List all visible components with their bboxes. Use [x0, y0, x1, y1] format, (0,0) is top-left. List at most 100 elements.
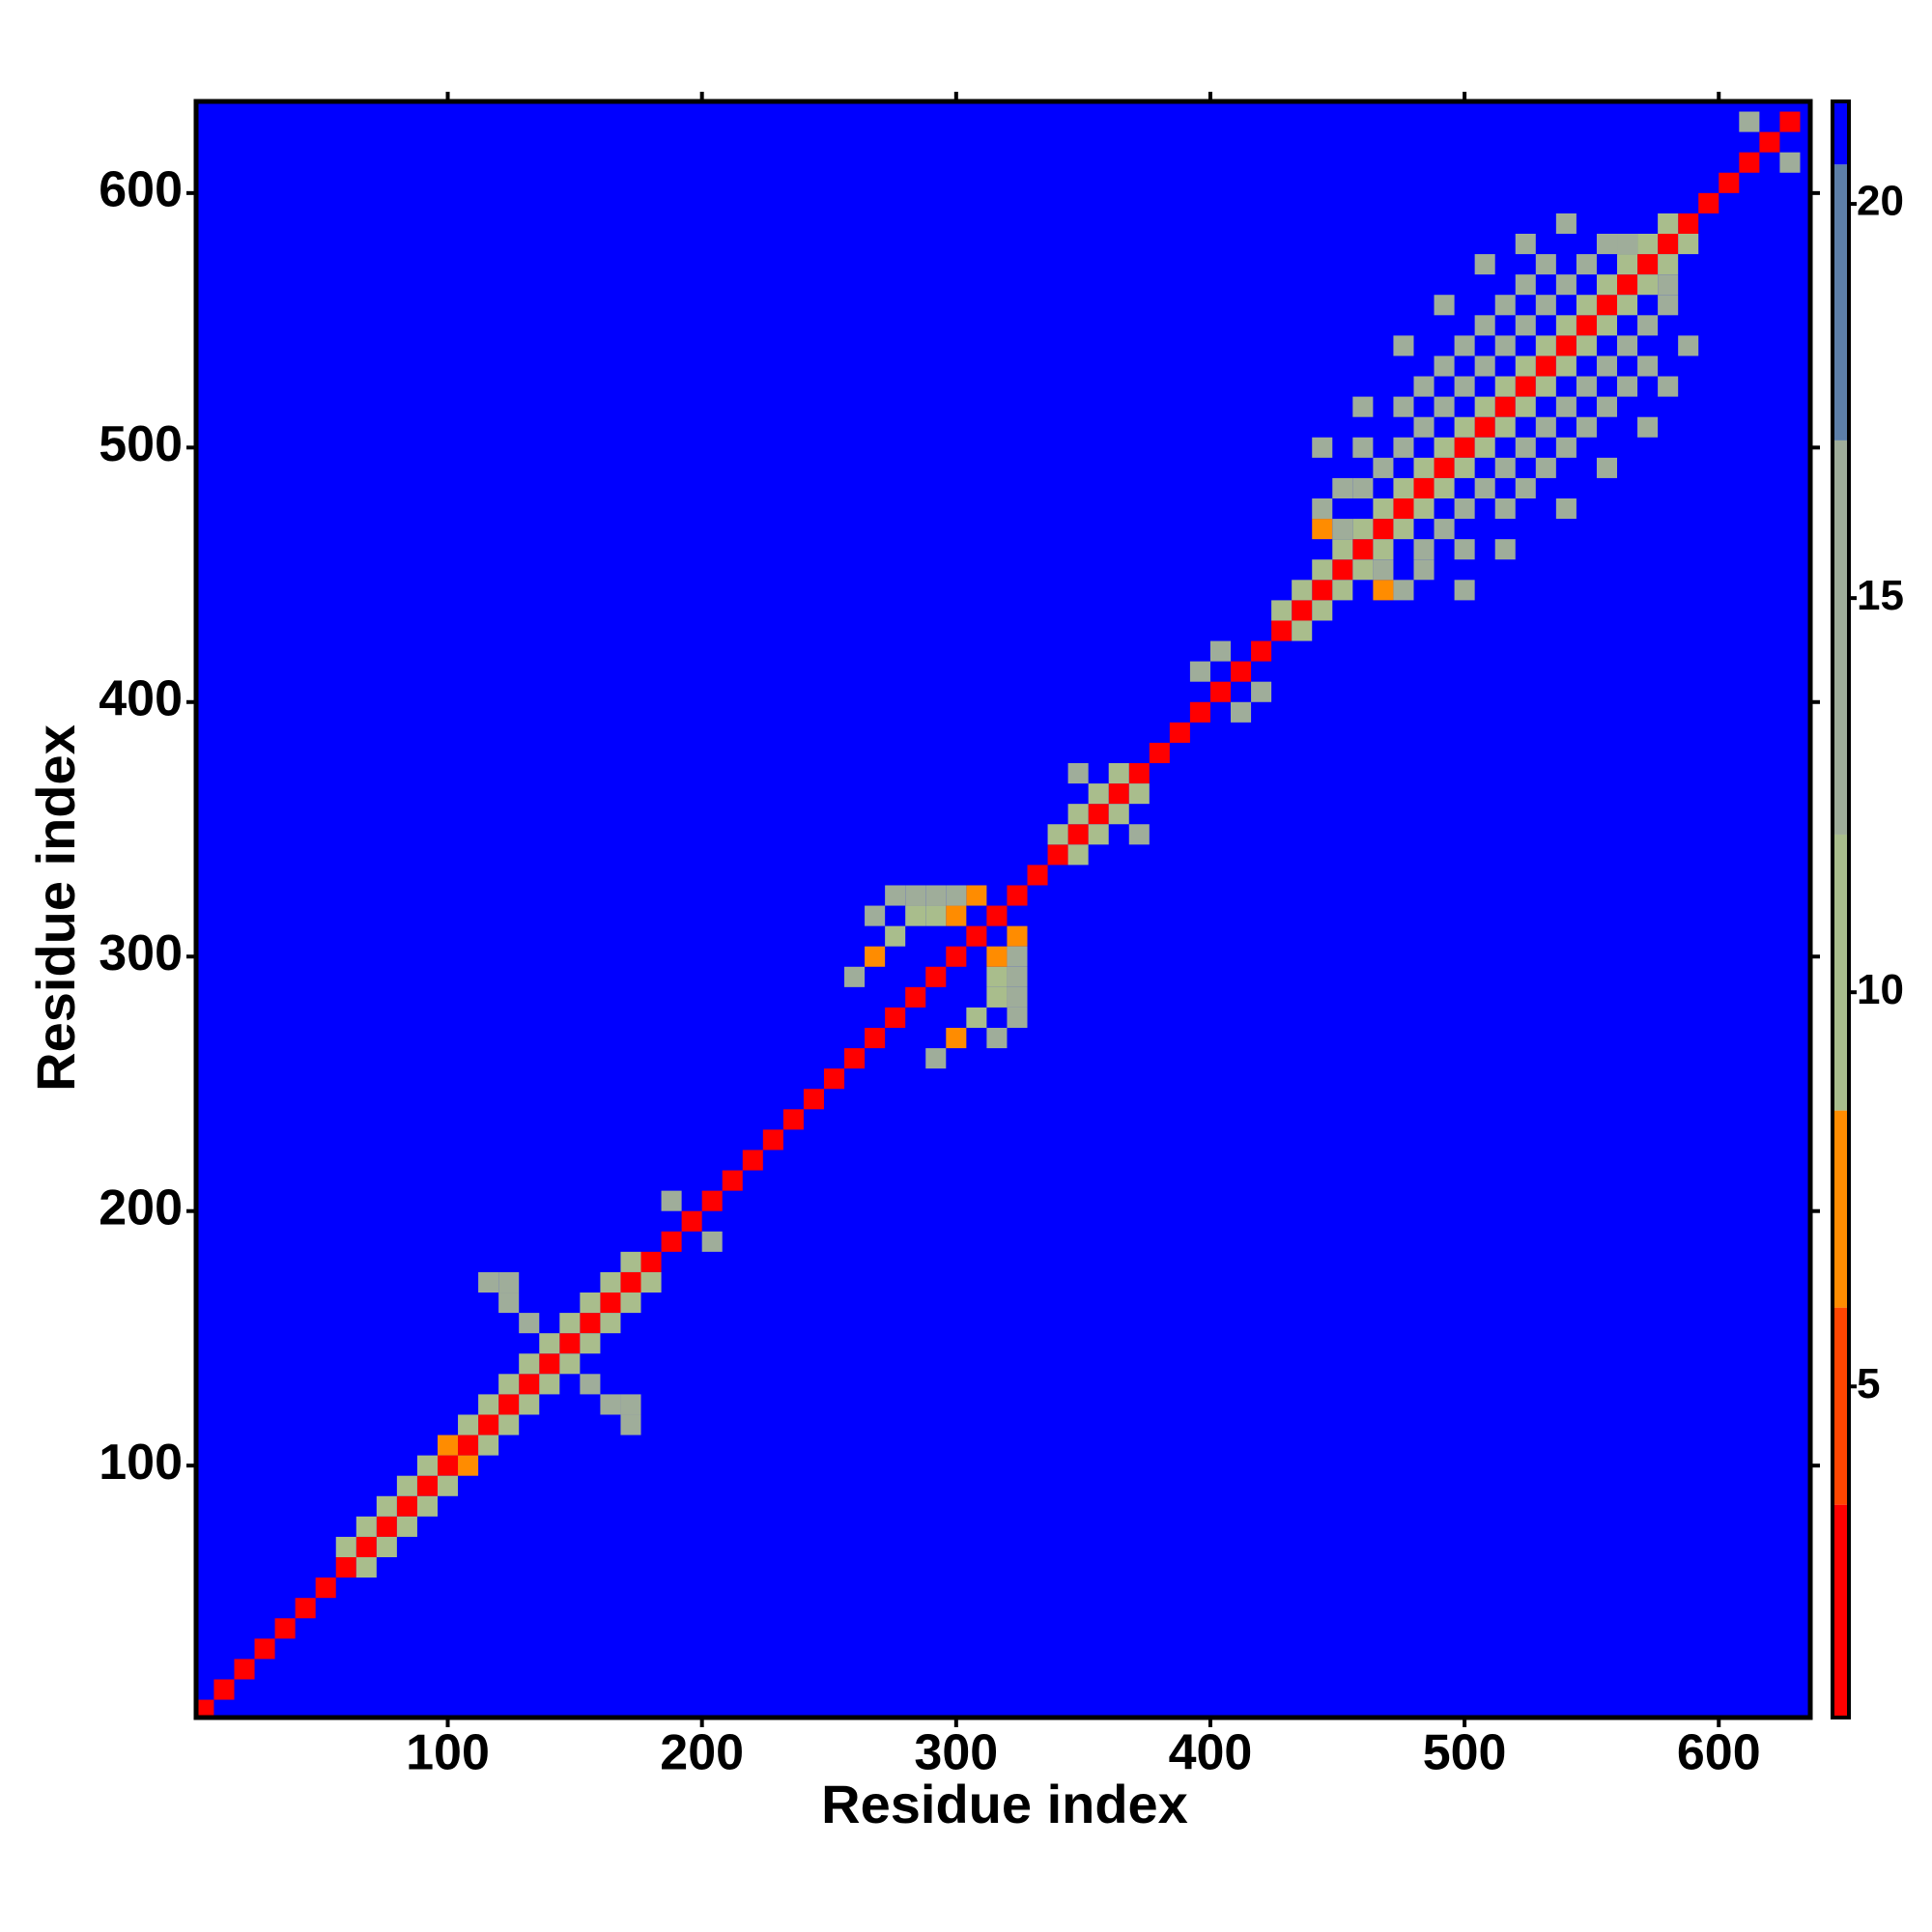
heatmap-cell [1454, 335, 1475, 356]
heatmap-cell-mirror [620, 1414, 641, 1435]
heatmap-cell [1007, 885, 1028, 906]
heatmap-cell-mirror [1454, 457, 1475, 478]
heatmap-cell-mirror [1515, 437, 1536, 458]
heatmap-cell [905, 885, 926, 906]
colorbar-segment [1833, 1307, 1849, 1505]
heatmap-cell [1515, 355, 1536, 377]
heatmap-cell [1189, 661, 1210, 682]
heatmap-cell [1413, 457, 1435, 478]
heatmap-cell [519, 1313, 540, 1334]
heatmap-cell-mirror [1555, 437, 1577, 458]
heatmap-cell-mirror [1454, 580, 1475, 601]
heatmap-cell-mirror [1494, 539, 1516, 560]
x-axis-title: Residue index [821, 1774, 1188, 1834]
heatmap-cell [1312, 580, 1333, 601]
heatmap-cell [1535, 295, 1556, 316]
heatmap-cell [1393, 335, 1414, 356]
heatmap-cell [478, 1271, 499, 1293]
heatmap-cell-mirror [1658, 376, 1679, 397]
heatmap-cell [1393, 498, 1414, 520]
heatmap-cell [1047, 844, 1068, 866]
heatmap-cell [620, 1251, 641, 1272]
heatmap-cell [925, 966, 947, 987]
heatmap-cell-mirror [1413, 498, 1435, 520]
heatmap-cell-mirror [1494, 498, 1516, 520]
heatmap-cell [1312, 519, 1333, 540]
heatmap-cell-mirror [580, 1333, 601, 1354]
heatmap-cell [1088, 783, 1109, 805]
heatmap-cell [1169, 722, 1190, 743]
heatmap-cell [865, 946, 886, 967]
heatmap-cell [274, 1618, 296, 1639]
colorbar-segment [1833, 1504, 1849, 1718]
heatmap-cell-mirror [1494, 457, 1516, 478]
heatmap-cell [1739, 152, 1760, 173]
heatmap-cell [1658, 234, 1679, 255]
heatmap-cell-mirror [1231, 701, 1252, 723]
heatmap-cell [1393, 477, 1414, 499]
heatmap-cell [1352, 539, 1374, 560]
heatmap-cell [437, 1435, 459, 1456]
heatmap-cell [1719, 172, 1740, 193]
heatmap-cell-mirror [1535, 376, 1556, 397]
colorbar-tick-label: 5 [1857, 1360, 1880, 1407]
heatmap-cell-mirror [1555, 396, 1577, 417]
heatmap-cell-mirror [1779, 152, 1801, 173]
heatmap-cell-mirror [1373, 539, 1394, 560]
heatmap-cell [1231, 661, 1252, 682]
heatmap-cell-mirror [986, 1028, 1008, 1049]
heatmap-cell [196, 1699, 214, 1718]
heatmap-cell [865, 905, 886, 926]
y-tick-label: 500 [99, 416, 183, 472]
heatmap-cell [213, 1679, 235, 1700]
heatmap-cell [1474, 315, 1495, 336]
heatmap-cell [1474, 254, 1495, 275]
heatmap-cell [498, 1271, 520, 1293]
heatmap-cell [498, 1293, 520, 1314]
heatmap-cell-mirror [701, 1231, 723, 1252]
heatmap-cell [1576, 295, 1597, 316]
heatmap-cell-mirror [1007, 986, 1028, 1008]
heatmap-cell [1617, 274, 1638, 296]
heatmap-cell-mirror [1678, 234, 1699, 255]
heatmap-cell [905, 905, 926, 926]
x-tick-label: 200 [660, 1725, 744, 1781]
heatmap-cell [1596, 274, 1618, 296]
heatmap-cell [1617, 254, 1638, 275]
heatmap-cell [295, 1598, 316, 1619]
heatmap-cell-mirror [986, 986, 1008, 1008]
heatmap-cell [498, 1374, 520, 1395]
heatmap-cell [1373, 457, 1394, 478]
heatmap-cell-mirror [1535, 457, 1556, 478]
heatmap-cell [498, 1394, 520, 1415]
x-tick-label: 300 [914, 1725, 998, 1781]
heatmap-cell-mirror [1413, 539, 1435, 560]
heatmap-cell-mirror [1474, 477, 1495, 499]
heatmap-cell-mirror [498, 1414, 520, 1435]
heatmap-cell [782, 1109, 804, 1130]
heatmap-cell [946, 905, 967, 926]
heatmap-cell [661, 1231, 682, 1252]
heatmap-cell [1312, 559, 1333, 581]
heatmap-cell [1474, 416, 1495, 438]
heatmap-cell [946, 885, 967, 906]
heatmap-cell [396, 1475, 417, 1496]
heatmap-cell [1413, 376, 1435, 397]
heatmap-cell-mirror [1555, 355, 1577, 377]
heatmap-cell-mirror [1596, 355, 1618, 377]
heatmap-cell-mirror [1658, 274, 1679, 296]
heatmap-cell-mirror [1373, 580, 1394, 601]
heatmap-cell [1637, 234, 1659, 255]
heatmap-cell [458, 1435, 479, 1456]
heatmap-cell [580, 1313, 601, 1334]
heatmap-cell-mirror [1658, 295, 1679, 316]
heatmap-cell [1515, 376, 1536, 397]
heatmap-cell [355, 1516, 377, 1537]
heatmap [196, 101, 1810, 1718]
heatmap-cell [1292, 580, 1313, 601]
heatmap-cell-mirror [559, 1353, 581, 1375]
y-tick-label: 400 [99, 671, 183, 727]
heatmap-cell-mirror [1108, 804, 1129, 825]
x-tick-label: 600 [1677, 1725, 1761, 1781]
